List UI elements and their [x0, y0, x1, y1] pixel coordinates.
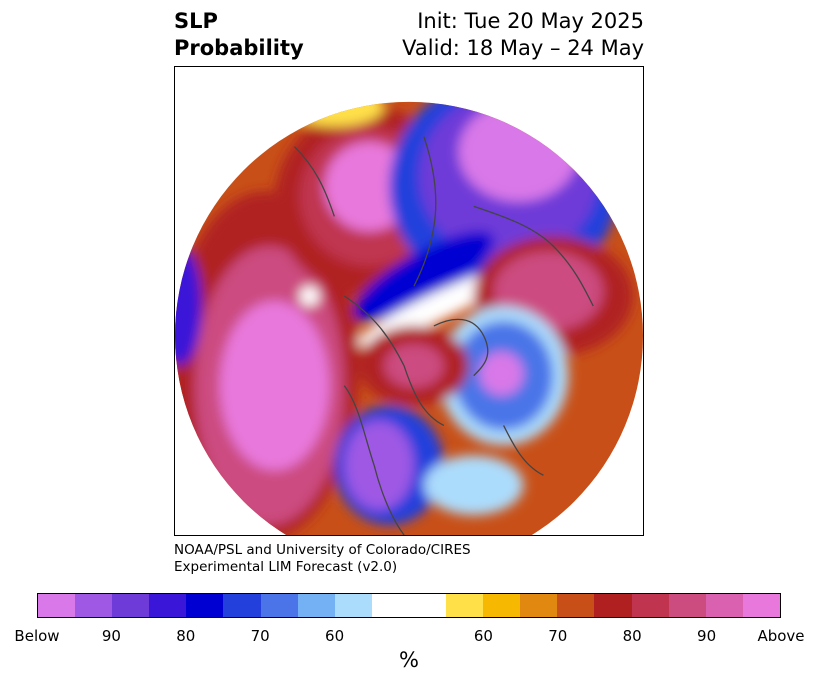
- valid-range: Valid: 18 May – 24 May: [402, 36, 644, 60]
- colorbar-segment: [483, 594, 521, 617]
- colorbar-segment: [446, 594, 484, 617]
- colorbar-segment: [371, 594, 409, 617]
- colorbar-tick-label: 90: [697, 627, 717, 645]
- colorbar-segment: [112, 594, 150, 617]
- colorbar-tick-label: 60: [325, 627, 345, 645]
- colorbar-tick-label: Above: [757, 627, 805, 645]
- colorbar-segment: [631, 594, 669, 617]
- title-variable: SLP: [174, 9, 218, 33]
- colorbar-tick-label: 90: [101, 627, 121, 645]
- contour-left-negative: [175, 246, 202, 366]
- colorbar-segment: [149, 594, 187, 617]
- credit-line-2: Experimental LIM Forecast (v2.0): [174, 559, 398, 575]
- colorbar-segment: [557, 594, 595, 617]
- contour-usa-core: [344, 420, 414, 511]
- contour-canada-core: [384, 343, 444, 388]
- colorbar-segment: [742, 594, 780, 617]
- colorbar-segment: [223, 594, 261, 617]
- colorbar-segment: [260, 594, 298, 617]
- colorbar-segment: [705, 594, 743, 617]
- colorbar-tick-label: 70: [548, 627, 568, 645]
- colorbar-segment: [408, 594, 447, 617]
- colorbar-segment: [75, 594, 113, 617]
- colorbar-segment: [297, 594, 335, 617]
- colorbar-tick-label: 60: [473, 627, 493, 645]
- title-left: SLP Probability: [174, 8, 304, 62]
- map-panel: [174, 66, 644, 536]
- contour-top-rim: [284, 101, 385, 127]
- colorbar-segment: [520, 594, 558, 617]
- colorbar-unit: %: [399, 648, 419, 672]
- title-right: Init: Tue 20 May 2025 Valid: 18 May – 24…: [402, 8, 644, 62]
- colorbar-segment: [334, 594, 372, 617]
- colorbar-tick-label: 80: [176, 627, 196, 645]
- colorbar-tick-label: 70: [250, 627, 270, 645]
- colorbar-segment: [594, 594, 632, 617]
- colorbar-segment: [668, 594, 706, 617]
- contour-southeast-negative: [423, 455, 524, 516]
- contour-white-spot: [299, 286, 320, 306]
- colorbar-tick-label: 80: [622, 627, 642, 645]
- title-quantity: Probability: [174, 36, 304, 60]
- colorbar-tick-label: Below: [14, 627, 60, 645]
- contour-arctic-core: [458, 101, 579, 202]
- probability-map: [175, 101, 643, 535]
- credit-line-1: NOAA/PSL and University of Colorado/CIRE…: [174, 542, 471, 558]
- colorbar-segment: [186, 594, 224, 617]
- colorbar-segment: [38, 594, 76, 617]
- init-date: Init: Tue 20 May 2025: [417, 9, 644, 33]
- contour-atlantic-core: [479, 351, 524, 396]
- credit: NOAA/PSL and University of Colorado/CIRE…: [174, 542, 471, 576]
- colorbar: [37, 593, 781, 618]
- contour-pacific-core: [219, 301, 330, 471]
- contour-negative-band: [353, 231, 494, 321]
